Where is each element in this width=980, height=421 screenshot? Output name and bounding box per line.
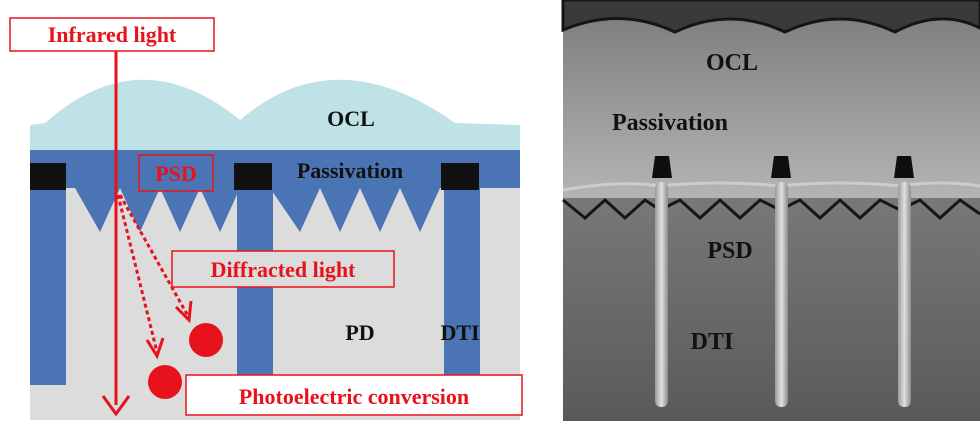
sem-metal-cap-1: [652, 156, 672, 178]
diffracted-arrow-1: [116, 194, 159, 353]
dti-label-right: DTI: [691, 329, 734, 355]
sem-dti-trench-1: [655, 182, 668, 407]
sem-ocl-region: [563, 0, 980, 198]
infrared-label: Infrared light: [48, 22, 177, 47]
ocl-label-right: OCL: [706, 50, 758, 76]
photoelectric-label: Photoelectric conversion: [239, 384, 469, 409]
ocl-lens-layer: [30, 79, 520, 150]
photoelectric-label-box: [185, 374, 523, 416]
sem-metal-cap-2: [771, 156, 791, 178]
diffracted-arrow-head-1: [145, 337, 165, 360]
sem-micrograph: OCL Passivation PSD DTI: [561, 0, 980, 421]
sem-pd-region: [563, 198, 980, 421]
dti-label-left: DTI: [440, 320, 479, 345]
psd-label-right: PSD: [707, 238, 752, 264]
metal-block-2: [234, 163, 272, 190]
dti-column-3: [444, 185, 480, 385]
sem-dti-trench-2: [775, 182, 788, 407]
ocl-label-left: OCL: [327, 106, 375, 131]
sem-metal-cap-3: [894, 156, 914, 178]
sem-lens-outline: [561, 0, 980, 34]
metal-block-3: [441, 163, 479, 190]
psd-label: PSD: [155, 161, 197, 186]
photoelectron-dot-2: [148, 365, 182, 399]
pd-label: PD: [345, 320, 374, 345]
passivation-label-right: Passivation: [612, 110, 728, 136]
dti-column-1: [30, 185, 66, 385]
infrared-arrow-head: [101, 395, 131, 417]
diffracted-label-box: [171, 250, 395, 288]
psd-label-box: [138, 154, 214, 192]
metal-block-1: [30, 163, 66, 190]
passivation-label-left: Passivation: [297, 158, 403, 183]
schematic-diagram: Infrared light PSD Diffracted light Phot…: [9, 17, 523, 420]
sem-dti-trench-3: [898, 182, 911, 407]
infrared-label-box: [9, 17, 215, 52]
diffracted-arrow-head-2: [174, 300, 193, 324]
photoelectron-dot-1: [189, 323, 223, 357]
diffracted-label: Diffracted light: [211, 257, 356, 282]
diffracted-arrow-2: [118, 194, 190, 317]
